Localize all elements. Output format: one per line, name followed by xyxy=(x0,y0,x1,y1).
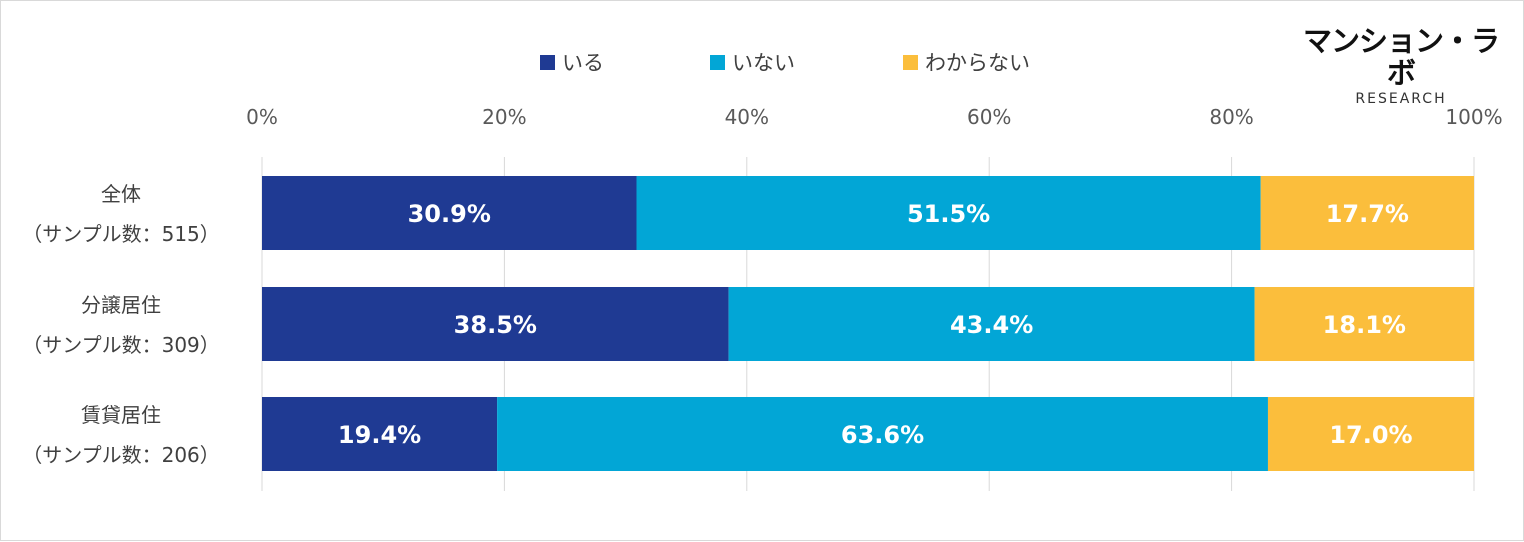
bar-segment xyxy=(497,397,1268,471)
legend-swatch xyxy=(710,55,725,70)
x-axis-ticks: 0% 20% 40% 60% 80% 100% xyxy=(246,105,1502,129)
x-tick-label: 60% xyxy=(967,105,1011,129)
category-label: 分譲居住 xyxy=(81,293,161,317)
data-label: 38.5% xyxy=(454,311,537,339)
data-label: 51.5% xyxy=(907,200,990,228)
bar-segment xyxy=(728,287,1255,361)
category-sample-label: （サンプル数：206） xyxy=(22,443,220,467)
data-label: 18.1% xyxy=(1323,311,1406,339)
x-tick-label: 0% xyxy=(246,105,278,129)
category-sample-label: （サンプル数：515） xyxy=(22,222,220,246)
legend-swatch xyxy=(903,55,918,70)
bar-segment xyxy=(262,397,498,471)
category-labels: 全体 （サンプル数：515） 分譲居住 （サンプル数：309） 賃貸居住 （サンプル数：2… xyxy=(22,182,220,467)
bar-segment xyxy=(262,287,729,361)
x-tick-label: 80% xyxy=(1209,105,1253,129)
logo-subtitle: RESEARCH xyxy=(1355,91,1447,107)
data-label: 17.7% xyxy=(1326,200,1409,228)
legend-label: わからない xyxy=(925,51,1030,75)
logo-title: マンション・ラボ xyxy=(1302,24,1500,90)
data-label: 17.0% xyxy=(1329,421,1412,449)
data-labels: 30.9% 51.5% 17.7% 38.5% 43.4% 18.1% 19.4% 63.6%… xyxy=(338,200,1413,449)
category-sample-label: （サンプル数：309） xyxy=(22,333,220,357)
legend-label: いる xyxy=(562,51,604,75)
bar-segment xyxy=(1260,176,1474,250)
legend: いる いない わからない xyxy=(540,51,1030,75)
category-label: 賃貸居住 xyxy=(81,403,161,427)
mansion-lab-logo: マンション・ラボ RESEARCH xyxy=(1297,25,1505,107)
legend-swatch xyxy=(540,55,555,70)
legend-label: いない xyxy=(732,51,795,75)
x-tick-label: 100% xyxy=(1445,105,1502,129)
bar-segment xyxy=(1254,287,1474,361)
data-label: 19.4% xyxy=(338,421,421,449)
data-label: 43.4% xyxy=(950,311,1033,339)
bar-segment xyxy=(636,176,1261,250)
x-tick-label: 20% xyxy=(482,105,526,129)
bars xyxy=(262,176,1474,471)
data-label: 63.6% xyxy=(841,421,924,449)
bar-segment xyxy=(262,176,637,250)
bar-segment xyxy=(1267,397,1474,471)
data-label: 30.9% xyxy=(408,200,491,228)
x-tick-label: 40% xyxy=(725,105,769,129)
category-label: 全体 xyxy=(101,182,141,206)
